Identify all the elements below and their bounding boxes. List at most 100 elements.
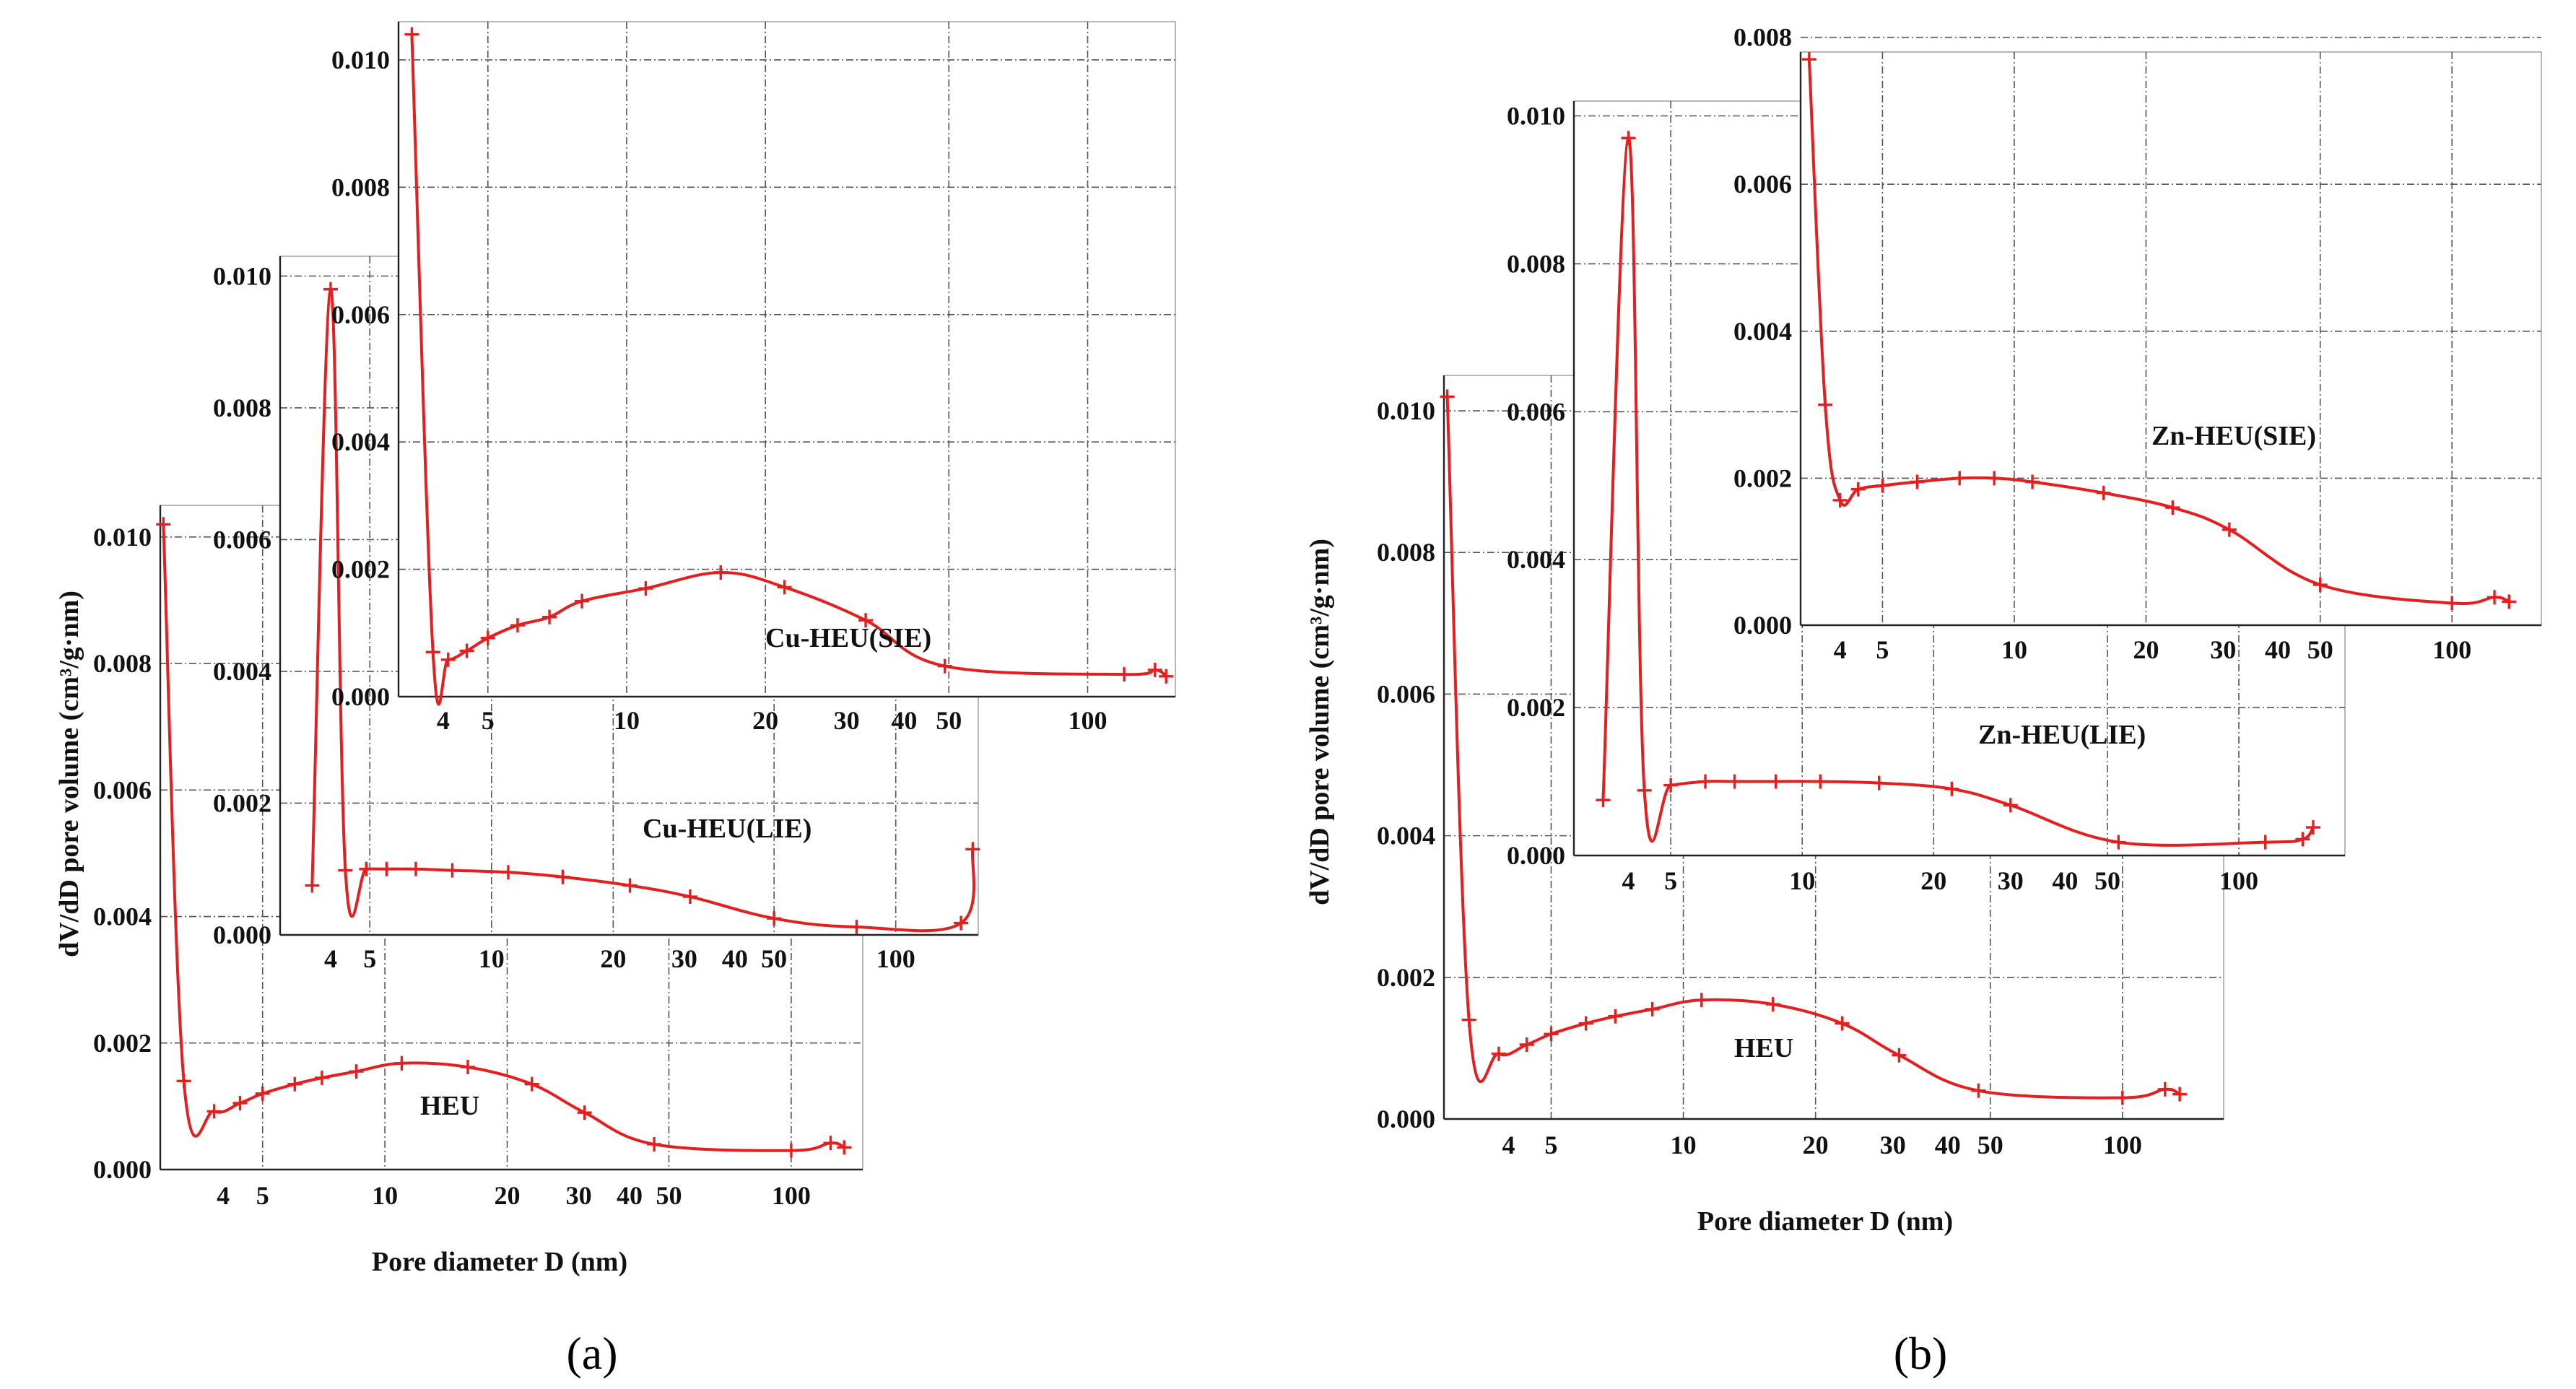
panel-label-b: (b) bbox=[1894, 1328, 1948, 1379]
data-point bbox=[314, 1070, 329, 1085]
y-tick-label: 0.000 bbox=[213, 920, 271, 949]
y-tick-label: 0.000 bbox=[1507, 841, 1565, 870]
x-tick-label: 4 bbox=[324, 944, 337, 973]
y-tick-label: 0.004 bbox=[1507, 545, 1565, 574]
x-tick-label: 5 bbox=[1664, 866, 1677, 895]
data-point bbox=[1544, 1027, 1559, 1042]
data-point bbox=[1663, 778, 1679, 793]
x-tick-label: 10 bbox=[372, 1181, 398, 1210]
data-point bbox=[524, 1076, 539, 1092]
y-tick-label: 0.008 bbox=[1507, 249, 1565, 278]
data-point bbox=[232, 1096, 248, 1110]
data-point bbox=[849, 920, 864, 935]
data-point bbox=[440, 652, 456, 667]
data-point bbox=[1621, 131, 1636, 146]
curve-label: HEU bbox=[420, 1091, 479, 1121]
data-point bbox=[409, 861, 424, 876]
x-tick-label: 20 bbox=[2133, 635, 2159, 664]
data-point bbox=[1801, 52, 1816, 67]
y-tick-label: 0.006 bbox=[1733, 170, 1792, 199]
data-point bbox=[459, 643, 474, 658]
data-point bbox=[2312, 578, 2328, 593]
data-point bbox=[647, 1136, 662, 1151]
data-point bbox=[510, 618, 525, 633]
y-tick-label: 0.000 bbox=[1733, 611, 1792, 640]
y-tick-label: 0.004 bbox=[331, 427, 390, 456]
x-tick-label: 50 bbox=[2307, 635, 2333, 664]
data-point bbox=[1645, 1001, 1660, 1016]
curve-label: Zn-HEU(LIE) bbox=[1978, 720, 2146, 750]
y-tick-label: 0.004 bbox=[93, 902, 152, 931]
y-tick-label: 0.010 bbox=[93, 523, 152, 552]
x-tick-label: 5 bbox=[363, 944, 376, 973]
x-tick-label: 20 bbox=[495, 1181, 521, 1210]
data-point bbox=[1578, 1016, 1593, 1031]
x-tick-label: 10 bbox=[479, 944, 505, 973]
chart-zn-heu-sie: 0.000 0.002 0.004 0.006 0.008 4 5 10 20 30 40 50 100… bbox=[1733, 23, 2542, 664]
y-tick-label: 0.008 bbox=[213, 393, 271, 422]
data-point bbox=[1596, 793, 1611, 808]
curve-label: Cu-HEU(SIE) bbox=[765, 623, 931, 653]
y-tick-label: 0.000 bbox=[93, 1155, 152, 1184]
data-point bbox=[500, 865, 515, 880]
data-point bbox=[394, 1055, 409, 1071]
data-point bbox=[1875, 478, 1890, 493]
x-tick-label: 4 bbox=[1834, 635, 1847, 664]
data-point bbox=[1850, 482, 1866, 497]
y-tick-label: 0.002 bbox=[1377, 963, 1435, 992]
data-point bbox=[2295, 832, 2310, 847]
data-point bbox=[206, 1104, 222, 1119]
x-tick-label: 10 bbox=[1789, 866, 1815, 895]
x-tick-label: 100 bbox=[1068, 706, 1107, 735]
x-tick-label: 40 bbox=[722, 944, 748, 973]
data-point bbox=[379, 861, 394, 876]
data-point bbox=[1987, 471, 2002, 486]
data-point bbox=[713, 565, 728, 580]
x-axis-label-b: Pore diameter D (nm) bbox=[1697, 1206, 1953, 1237]
y-tick-label: 0.010 bbox=[1377, 396, 1435, 425]
data-point bbox=[1952, 471, 1967, 486]
data-point bbox=[359, 861, 374, 876]
data-point bbox=[1892, 1048, 1907, 1063]
data-point bbox=[425, 645, 440, 660]
x-tick-label: 30 bbox=[671, 944, 697, 973]
y-tick-label: 0.010 bbox=[331, 45, 390, 74]
y-tick-label: 0.004 bbox=[213, 657, 271, 686]
y-tick-label: 0.006 bbox=[213, 525, 271, 554]
data-point bbox=[287, 1076, 303, 1092]
data-point bbox=[1440, 389, 1455, 404]
data-point bbox=[575, 593, 590, 609]
plot-area bbox=[1800, 51, 2542, 626]
data-point bbox=[2157, 1081, 2172, 1097]
x-tick-label: 10 bbox=[614, 706, 640, 735]
data-point bbox=[2115, 1090, 2130, 1105]
x-tick-label: 20 bbox=[1803, 1131, 1829, 1159]
y-tick-label: 0.008 bbox=[331, 173, 390, 201]
y-tick-label: 0.002 bbox=[1507, 693, 1565, 722]
x-tick-label: 30 bbox=[566, 1181, 592, 1210]
y-tick-label: 0.010 bbox=[1507, 101, 1565, 130]
y-tick-label: 0.000 bbox=[1377, 1105, 1435, 1133]
x-tick-label: 5 bbox=[1544, 1131, 1557, 1159]
x-tick-label: 40 bbox=[891, 706, 917, 735]
data-point bbox=[404, 27, 419, 42]
y-tick-label: 0.010 bbox=[213, 261, 271, 290]
x-tick-label: 50 bbox=[1977, 1131, 2003, 1159]
x-tick-label: 50 bbox=[656, 1181, 682, 1210]
data-point bbox=[2502, 594, 2517, 609]
y-tick-label: 0.006 bbox=[93, 775, 152, 804]
data-point bbox=[555, 869, 570, 884]
y-axis-label-b: dV/dD pore volume (cm³/g·nm) bbox=[1305, 539, 1335, 905]
data-point bbox=[767, 911, 782, 926]
data-point bbox=[1944, 781, 1959, 796]
data-point bbox=[1818, 397, 1833, 412]
data-point bbox=[2445, 596, 2460, 611]
x-tick-label: 20 bbox=[600, 944, 626, 973]
x-tick-label: 40 bbox=[2052, 866, 2078, 895]
data-point bbox=[2111, 835, 2126, 850]
data-point bbox=[176, 1074, 191, 1089]
data-point bbox=[1159, 669, 1174, 684]
data-point bbox=[255, 1086, 270, 1101]
